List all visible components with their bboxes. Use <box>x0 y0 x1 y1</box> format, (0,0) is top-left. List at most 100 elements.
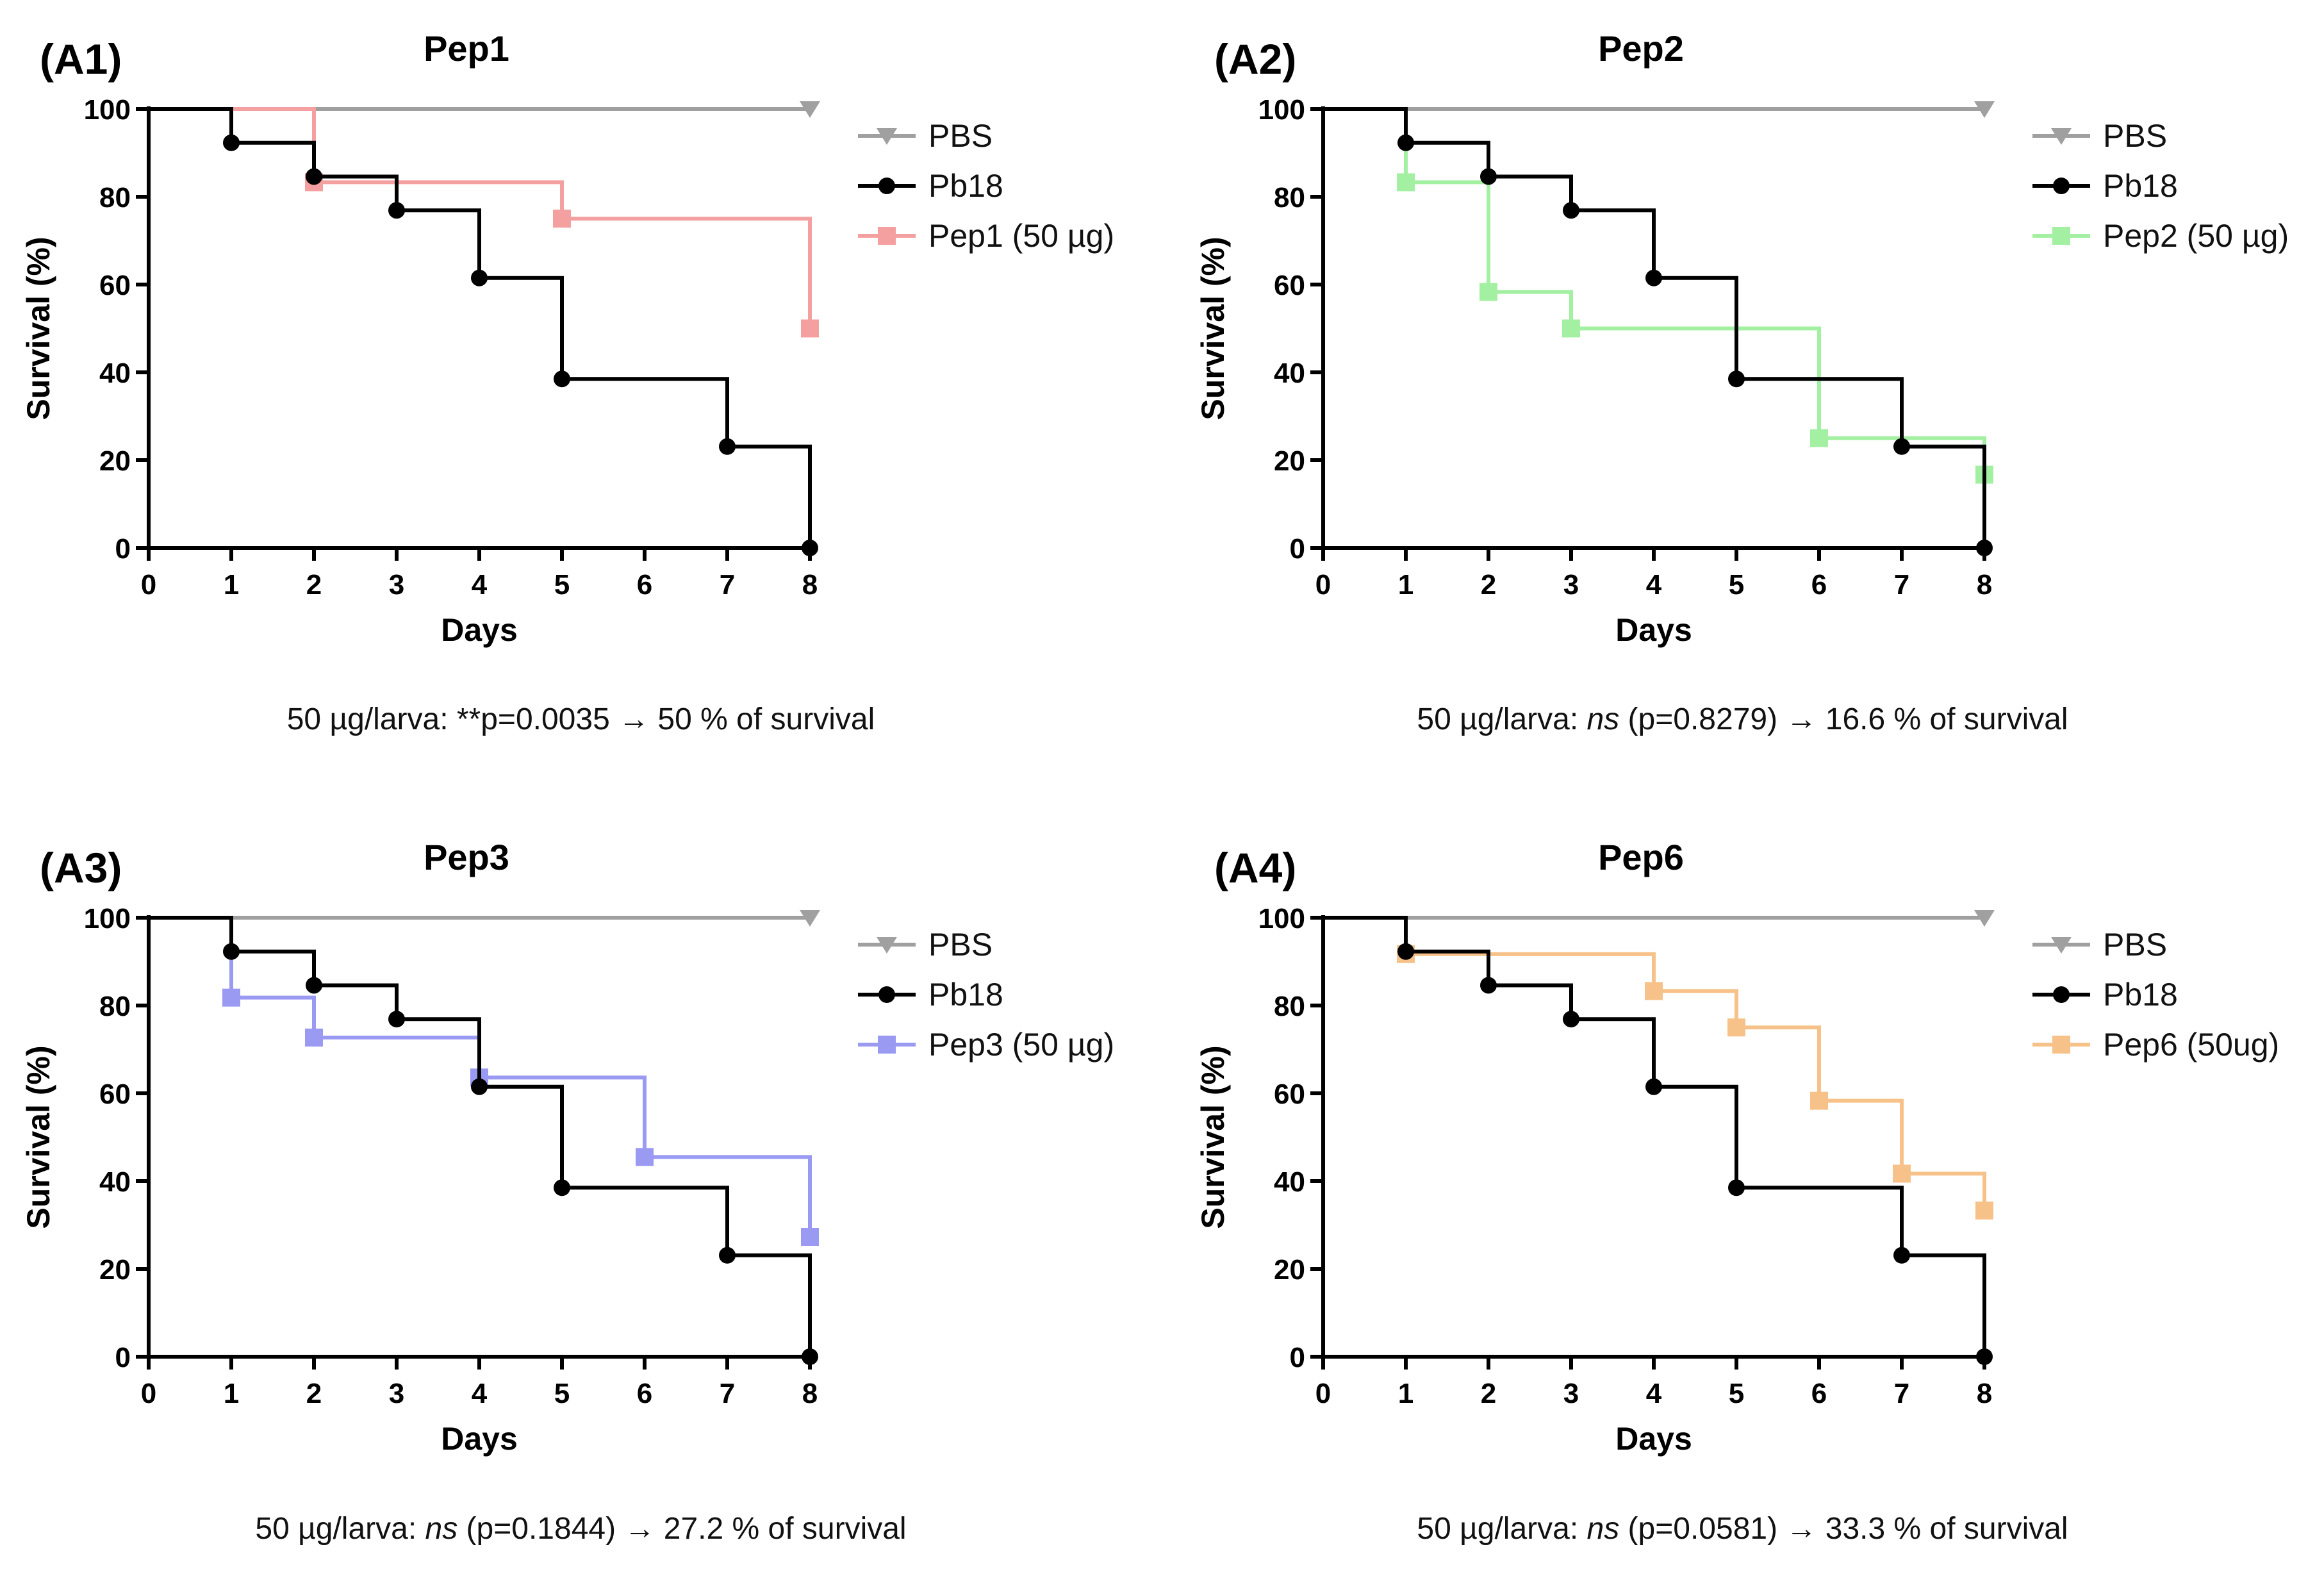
caption-arrow: → <box>624 1512 655 1546</box>
legend-label: PBS <box>2103 927 2167 963</box>
y-tick-label: 20 <box>1274 1254 1305 1286</box>
y-axis-label: Survival (%) <box>21 1045 56 1229</box>
y-tick-label: 60 <box>99 1079 131 1110</box>
data-point-Pep6 <box>1810 1091 1828 1110</box>
x-tick-label: 4 <box>1646 1378 1662 1409</box>
series-line-Pb18 <box>149 916 812 1357</box>
data-point-Pb18 <box>1397 943 1414 960</box>
data-point-Pb18 <box>223 943 240 960</box>
chart-title: Pep3 <box>424 837 509 877</box>
caption-prefix: 50 µg/larva: <box>255 1512 425 1546</box>
x-tick-label: 1 <box>1398 569 1413 600</box>
data-point-Pb18 <box>802 1348 818 1365</box>
x-tick-label: 4 <box>472 1378 488 1409</box>
data-point-PBS <box>1974 910 1995 927</box>
data-point-Pb18 <box>306 977 322 994</box>
legend-label: Pep1 (50 µg) <box>928 218 1114 254</box>
data-point-Pep3 <box>801 1227 819 1246</box>
series-line-Pb18 <box>149 107 812 548</box>
legend-label: Pb18 <box>2103 168 2178 204</box>
x-axis-label: Days <box>1615 612 1692 648</box>
y-axis-label: Survival (%) <box>1195 236 1231 420</box>
legend-label: Pb18 <box>928 977 1003 1013</box>
y-tick-label: 80 <box>99 182 131 213</box>
data-point-Pb18 <box>306 168 322 185</box>
data-point-Pb18 <box>1728 1179 1745 1196</box>
data-point-Pb18 <box>554 1179 570 1196</box>
legend-marker-Pep2 <box>2052 227 2070 245</box>
caption-arrow: → <box>618 702 650 736</box>
y-tick-label: 80 <box>99 991 131 1022</box>
chart-title: Pep1 <box>424 28 509 69</box>
x-tick-label: 4 <box>472 569 488 600</box>
y-tick-label: 40 <box>1274 358 1305 389</box>
y-axis-label: Survival (%) <box>1195 1045 1231 1229</box>
caption-prefix: 50 µg/larva: **p=0.0035 <box>286 702 619 736</box>
x-tick-label: 1 <box>224 569 239 600</box>
y-tick-label: 100 <box>1258 94 1305 126</box>
x-tick-label: 7 <box>1894 569 1909 600</box>
y-tick-label: 80 <box>1274 991 1305 1022</box>
y-tick-label: 60 <box>1274 1079 1305 1110</box>
data-point-Pep1 <box>801 319 819 338</box>
x-tick-label: 2 <box>1481 569 1496 600</box>
y-tick-label: 100 <box>84 94 131 126</box>
x-tick-label: 6 <box>637 1378 652 1409</box>
data-point-Pep6 <box>1645 982 1663 1000</box>
data-point-Pb18 <box>1645 269 1662 286</box>
caption-a1: 50 µg/larva: **p=0.0035 → 50 % of surviv… <box>0 702 1162 737</box>
data-point-Pb18 <box>1563 202 1579 219</box>
data-point-Pb18 <box>802 540 818 556</box>
chart-title: Pep6 <box>1598 837 1684 877</box>
caption-suffix: 33.3 % of survival <box>1817 1512 2068 1546</box>
x-axis-label: Days <box>1615 1421 1692 1457</box>
data-point-Pb18 <box>1397 134 1414 151</box>
chart-panel-2: (A2) Pep2 0 20 40 60 80 100 0 1 2 3 4 5 6 7 8 Days Surviva… <box>1195 28 2289 648</box>
data-point-Pb18 <box>719 1246 736 1264</box>
legend-marker-Pb18 <box>2053 986 2070 1003</box>
chart-title: Pep2 <box>1598 28 1684 69</box>
x-tick-label: 5 <box>554 569 570 600</box>
x-tick-label: 4 <box>1646 569 1662 600</box>
y-tick-label: 40 <box>99 358 131 389</box>
panel-label: (A1) <box>40 35 122 83</box>
x-tick-label: 7 <box>720 1378 735 1409</box>
x-tick-label: 7 <box>1894 1378 1909 1409</box>
caption-arrow: → <box>1786 702 1817 736</box>
y-tick-label: 20 <box>99 1254 131 1286</box>
caption-ns: ns <box>1586 1512 1620 1546</box>
data-point-Pep6 <box>1975 1201 1993 1220</box>
y-tick-label: 100 <box>84 903 131 934</box>
x-tick-label: 3 <box>389 1378 404 1409</box>
data-point-Pep2 <box>1397 173 1415 192</box>
data-point-Pb18 <box>1893 1246 1910 1264</box>
x-tick-label: 3 <box>1563 1378 1579 1409</box>
data-point-Pb18 <box>1976 540 1993 556</box>
data-point-Pep6 <box>1727 1018 1745 1037</box>
x-tick-label: 1 <box>1398 1378 1413 1409</box>
y-tick-label: 40 <box>1274 1166 1305 1198</box>
x-tick-label: 8 <box>802 1378 818 1409</box>
caption-a4: 50 µg/larva: ns (p=0.0581) → 33.3 % of s… <box>1162 1511 2323 1546</box>
series-line-Pb18 <box>1323 916 1986 1357</box>
data-point-Pep3 <box>636 1148 654 1166</box>
data-point-Pep2 <box>1810 429 1828 447</box>
chart-panel-3: (A3) Pep3 0 20 40 60 80 100 0 1 2 3 4 5 6 7 8 Days Surviva… <box>21 837 1114 1457</box>
caption-a2: 50 µg/larva: ns (p=0.8279) → 16.6 % of s… <box>1162 702 2323 737</box>
data-point-Pb18 <box>1563 1011 1579 1028</box>
x-tick-label: 6 <box>637 569 652 600</box>
x-tick-label: 0 <box>141 569 156 600</box>
data-point-PBS <box>800 101 820 118</box>
legend-marker-PBS <box>877 128 897 145</box>
legend-label: PBS <box>928 118 993 154</box>
data-point-Pb18 <box>1645 1078 1662 1095</box>
data-point-Pep2 <box>1479 283 1497 301</box>
legend-marker-Pb18 <box>878 986 895 1003</box>
data-point-Pep2 <box>1562 319 1580 338</box>
y-tick-label: 100 <box>1258 903 1305 934</box>
series-line-Pep1 <box>149 107 812 329</box>
caption-pvalue: (p=0.0581) <box>1619 1512 1786 1546</box>
data-point-Pb18 <box>1976 1348 1993 1365</box>
